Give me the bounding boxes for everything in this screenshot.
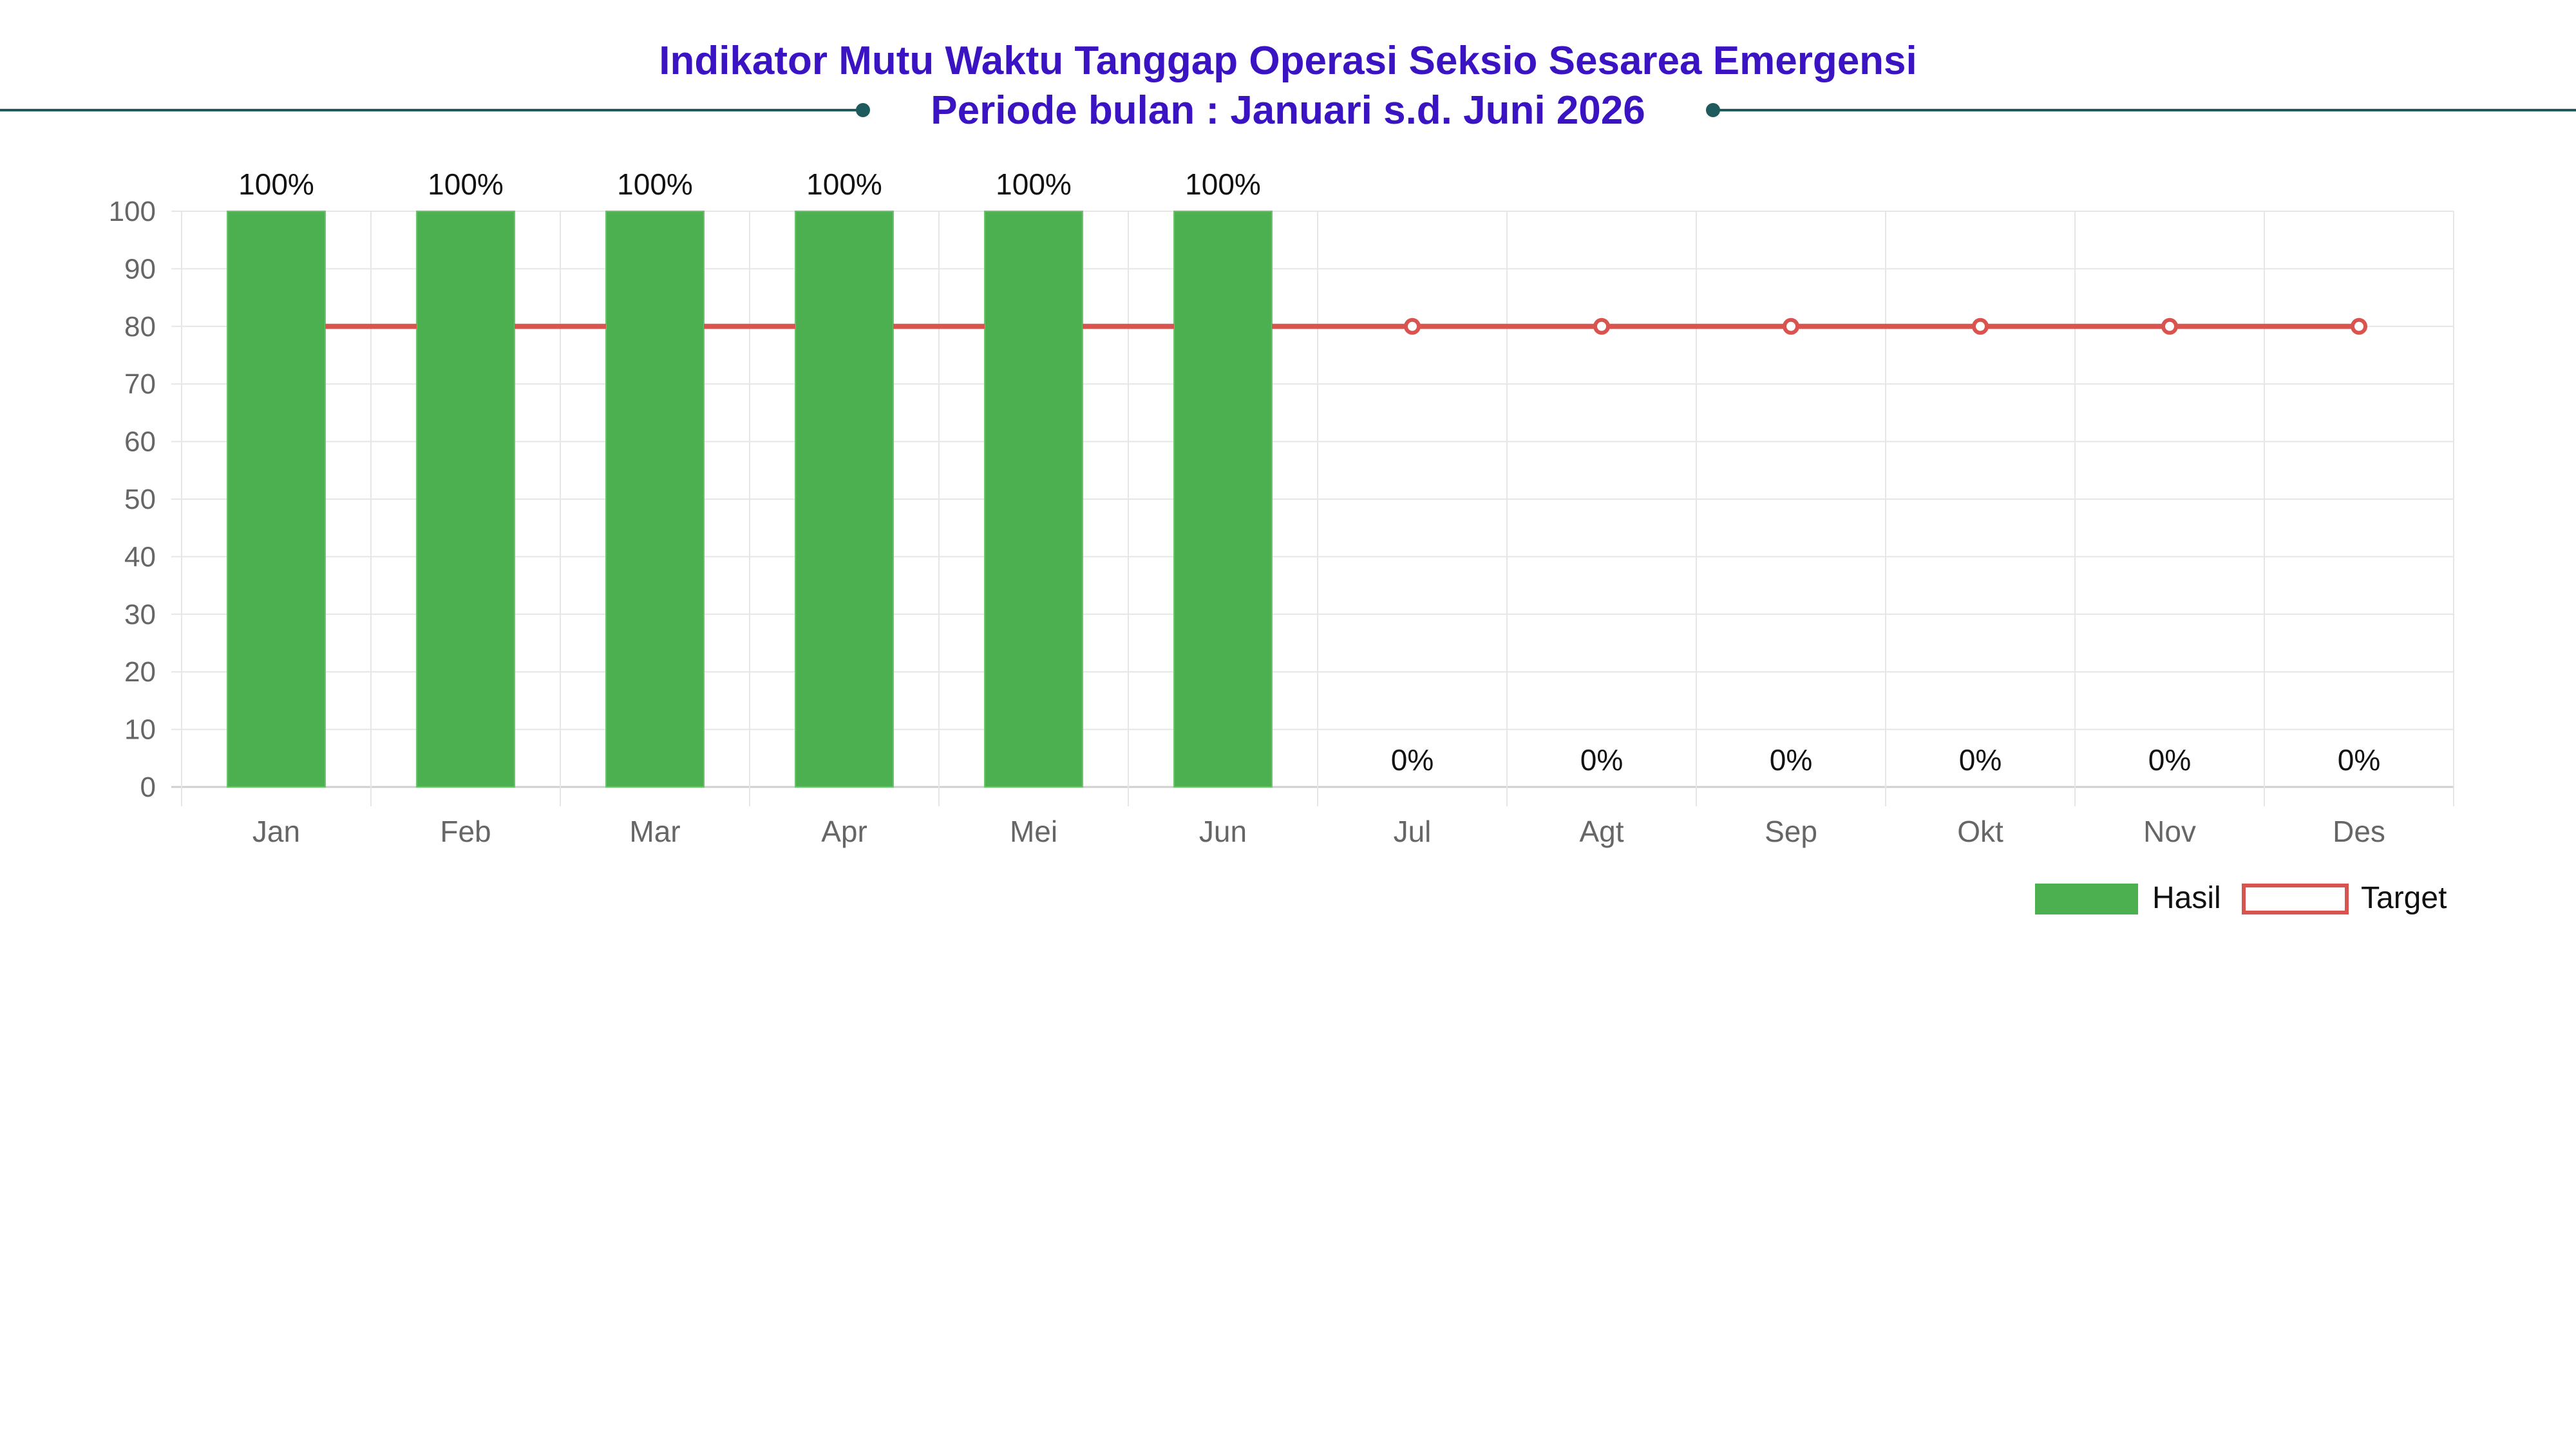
bar-hasil bbox=[227, 211, 326, 788]
y-tick-label: 90 bbox=[124, 253, 156, 285]
x-tick-label: Des bbox=[2333, 815, 2385, 848]
bar-data-label: 100% bbox=[806, 167, 882, 201]
target-point bbox=[1783, 317, 1799, 335]
target-point bbox=[1972, 317, 1989, 335]
target-point bbox=[2351, 317, 2367, 335]
bar-data-label: 100% bbox=[996, 167, 1072, 201]
y-tick-label: 60 bbox=[124, 426, 156, 458]
header-dot-right bbox=[1706, 103, 1720, 117]
x-tick-label: Mar bbox=[629, 815, 680, 848]
legend-label-hasil: Hasil bbox=[2152, 881, 2221, 915]
bar-hasil bbox=[795, 211, 894, 788]
bar-hasil bbox=[1173, 211, 1273, 788]
legend-swatch-target bbox=[2242, 884, 2349, 914]
bars-hasil bbox=[227, 211, 1273, 788]
x-tick-label: Jan bbox=[252, 815, 300, 848]
header-rule-right bbox=[1713, 109, 2576, 111]
bar-hasil bbox=[605, 211, 705, 788]
x-tick-label: Feb bbox=[440, 815, 491, 848]
legend: Hasil Target bbox=[2035, 881, 2447, 915]
chart-title: Indikator Mutu Waktu Tanggap Operasi Sek… bbox=[659, 39, 1917, 83]
bar-hasil bbox=[416, 211, 515, 788]
x-tick-label: Jul bbox=[1394, 815, 1432, 848]
quality-indicator-chart: 100% 100% 100% 100% 100% 100% 0% 0% 0% 0% 0% 0% 0 10… bbox=[109, 167, 2454, 915]
y-tick-label: 70 bbox=[124, 368, 156, 400]
y-tick-label: 50 bbox=[124, 484, 156, 515]
header-rule-left bbox=[0, 109, 863, 111]
x-tick-label: Sep bbox=[1765, 815, 1817, 848]
legend-swatch-hasil bbox=[2035, 884, 2138, 914]
chart-header: Indikator Mutu Waktu Tanggap Operasi Sek… bbox=[0, 0, 2576, 148]
bar-data-label: 0% bbox=[1959, 743, 2002, 777]
y-tick-label: 20 bbox=[124, 656, 156, 688]
line-target bbox=[325, 317, 2367, 335]
grid bbox=[171, 211, 2454, 806]
target-point bbox=[1593, 317, 1610, 335]
y-tick-label: 10 bbox=[124, 714, 156, 746]
y-tick-label: 40 bbox=[124, 541, 156, 573]
y-tick-label: 30 bbox=[124, 599, 156, 630]
bar-data-label: 100% bbox=[1185, 167, 1261, 201]
legend-label-target: Target bbox=[2361, 881, 2447, 915]
y-tick-label: 100 bbox=[109, 196, 156, 227]
y-tick-label: 80 bbox=[124, 311, 156, 343]
y-tick-label: 0 bbox=[140, 772, 156, 803]
bar-data-label: 0% bbox=[1391, 743, 1434, 777]
bar-hasil bbox=[984, 211, 1083, 788]
x-tick-label: Mei bbox=[1010, 815, 1057, 848]
bar-data-label: 0% bbox=[2338, 743, 2380, 777]
bar-data-label: 100% bbox=[617, 167, 693, 201]
bar-data-label: 0% bbox=[1580, 743, 1623, 777]
x-tick-label: Jun bbox=[1199, 815, 1247, 848]
header-dot-left bbox=[856, 103, 870, 117]
bar-data-label: 0% bbox=[1770, 743, 1812, 777]
axes: 0 10 20 30 40 50 60 70 80 90 100 Jan Feb Mar Apr Mei Jun… bbox=[109, 196, 2385, 848]
bar-data-label: 0% bbox=[2148, 743, 2191, 777]
target-point bbox=[2161, 317, 2178, 335]
x-tick-label: Okt bbox=[1957, 815, 2003, 848]
x-tick-label: Apr bbox=[821, 815, 867, 848]
x-tick-label: Nov bbox=[2143, 815, 2196, 848]
target-point bbox=[1404, 317, 1421, 335]
chart-subtitle: Periode bulan : Januari s.d. Juni 2026 bbox=[931, 88, 1645, 133]
data-labels: 100% 100% 100% 100% 100% 100% 0% 0% 0% 0% 0% 0% bbox=[238, 167, 2380, 777]
bar-data-label: 100% bbox=[428, 167, 504, 201]
x-tick-label: Agt bbox=[1579, 815, 1624, 848]
bar-data-label: 100% bbox=[238, 167, 314, 201]
